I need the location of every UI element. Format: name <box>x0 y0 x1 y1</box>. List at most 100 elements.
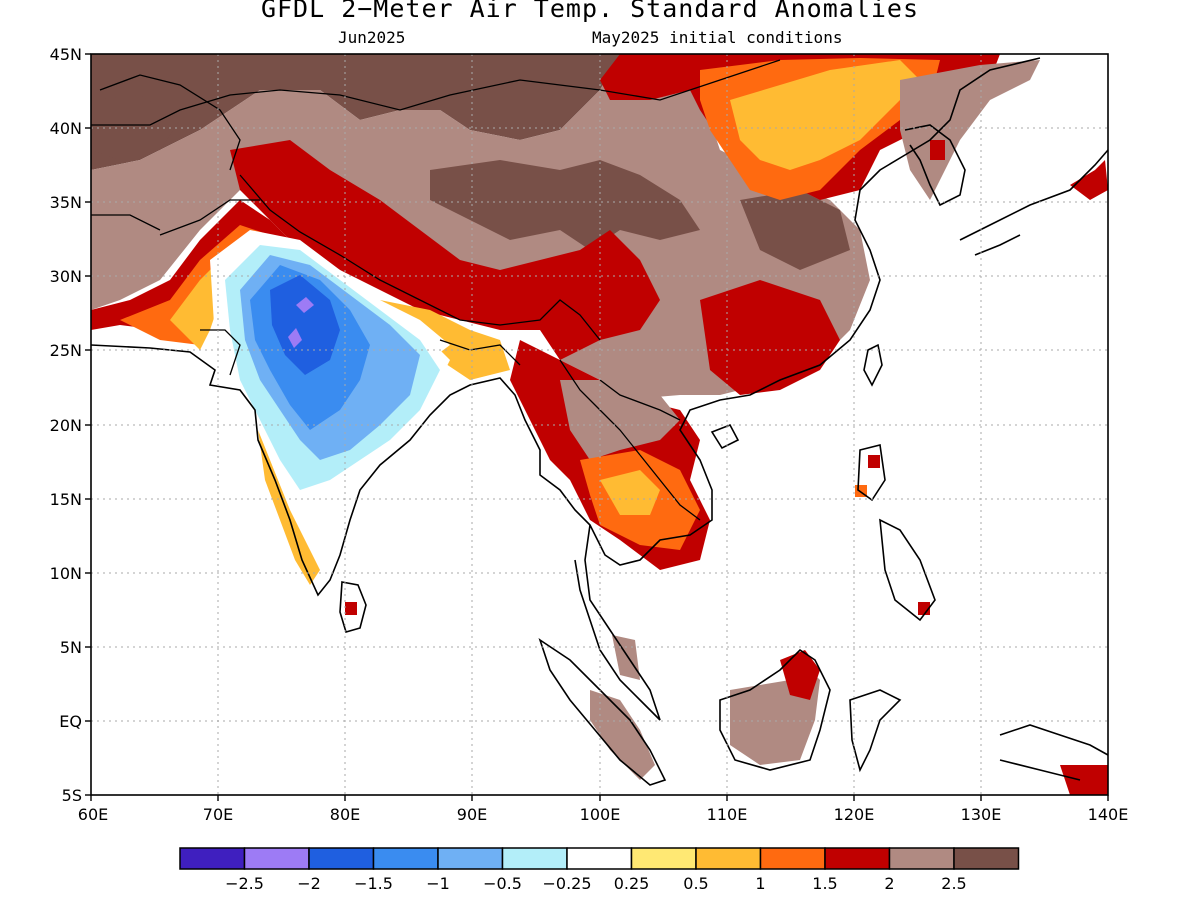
latitude-labels: 45N 40N 35N 30N 25N 20N 15N 10N 5N EQ 5S <box>50 45 82 805</box>
lat-label: 40N <box>50 119 82 138</box>
anomaly-patch-light-brown-malaya <box>612 635 640 680</box>
colorbar-swatch <box>695 847 762 870</box>
anomaly-patch-light-brown-korea <box>900 60 1040 200</box>
colorbar-label: −1.5 <box>354 874 393 893</box>
colorbar-label: −2.5 <box>225 874 264 893</box>
coastline-hainan <box>710 423 740 450</box>
forecast-month: Jun2025 <box>338 28 406 47</box>
anomaly-region-dark-blue-india <box>270 275 340 375</box>
lat-label: 15N <box>50 490 82 509</box>
anomaly-region-yellow-orange-north <box>730 60 920 170</box>
border-line <box>159 199 260 236</box>
graticule <box>91 54 1108 795</box>
border-line <box>559 359 641 456</box>
coastline-sri-lanka <box>339 581 367 633</box>
colorbar-swatch <box>630 847 697 870</box>
anomaly-patch-dark-red-korea <box>930 140 945 160</box>
anomaly-patch-dark-red-japan <box>1070 160 1108 200</box>
border-line <box>99 74 241 171</box>
colorbar-swatch <box>243 847 310 870</box>
lon-label: 80E <box>330 805 360 824</box>
lon-label: 140E <box>1088 805 1129 824</box>
chart-title: GFDL 2−Meter Air Temp. Standard Anomalie… <box>260 0 920 23</box>
colorbar-swatch <box>179 847 246 870</box>
colorbar-swatch <box>308 847 375 870</box>
lon-label: 70E <box>203 805 233 824</box>
lon-label: 90E <box>457 805 487 824</box>
coastline-philippines <box>857 444 936 622</box>
colorbar-label: 1 <box>755 874 765 893</box>
colorbar-label: −1 <box>426 874 450 893</box>
colorbar-swatch <box>824 847 891 870</box>
anomaly-region-purple-india <box>288 328 302 348</box>
colorbar-label: 1.5 <box>812 874 837 893</box>
coastlines <box>91 57 1109 786</box>
anomaly-patch-light-brown-sumatra <box>590 690 655 780</box>
colorbar-swatch <box>888 847 955 870</box>
anomaly-region-light-brown-central-asia <box>91 54 870 400</box>
border-line <box>599 379 681 421</box>
lat-label: EQ <box>59 712 82 731</box>
initial-conditions: May2025 initial conditions <box>592 28 843 47</box>
anomaly-region-dark-red-south-china <box>700 280 840 395</box>
colorbar-swatch <box>437 847 504 870</box>
anomaly-region-dark-red-tibet <box>230 140 660 360</box>
borders <box>91 59 781 521</box>
lat-label: 10N <box>50 564 82 583</box>
border-line <box>439 339 521 366</box>
colorbar-swatch <box>566 847 633 870</box>
coastline-korea <box>904 124 966 207</box>
anomaly-patch-dark-red-philippines <box>868 455 880 468</box>
anomaly-patch-dark-brown <box>430 160 700 250</box>
colorbar-label: 0.25 <box>614 874 650 893</box>
lon-label: 60E <box>78 805 108 824</box>
coastline-new-guinea <box>999 724 1109 781</box>
colorbar-label: −0.25 <box>542 874 591 893</box>
longitude-labels: 60E 70E 80E 90E 100E 110E 120E 130E 140E <box>78 805 1129 824</box>
lat-label: 20N <box>50 416 82 435</box>
anomaly-patch-dark-brown <box>740 190 850 270</box>
border-line <box>200 329 241 376</box>
anomaly-patch-dark-red-sri-lanka <box>345 602 357 615</box>
lon-label: 100E <box>580 805 621 824</box>
anomaly-field <box>91 54 1108 795</box>
lon-label: 120E <box>834 805 875 824</box>
coastline-japan <box>959 149 1109 256</box>
lon-label: 130E <box>961 805 1002 824</box>
colorbar-label: 2.5 <box>941 874 966 893</box>
border-line <box>639 454 701 521</box>
coastline-borneo <box>719 648 831 771</box>
coastline-malay-peninsula <box>574 524 661 721</box>
ticks <box>85 53 1109 801</box>
lat-label: 5S <box>62 786 82 805</box>
colorbar-label: −2 <box>297 874 321 893</box>
colorbar: −2.5 −2 −1.5 −1 −0.5 −0.25 0.25 0.5 1 1.5 2 2.5 <box>179 847 1020 893</box>
anomaly-region-yellow-orange-indochina <box>600 470 660 515</box>
colorbar-label: 0.5 <box>683 874 708 893</box>
colorbar-label: 2 <box>884 874 894 893</box>
colorbar-swatch <box>759 847 826 870</box>
lat-label: 35N <box>50 193 82 212</box>
lat-label: 5N <box>60 638 82 657</box>
anomaly-patch-dark-brown <box>91 95 180 160</box>
colorbar-swatch <box>953 847 1020 870</box>
coastline-sumatra <box>538 638 667 786</box>
border-line <box>91 214 161 231</box>
coastline-south-asia <box>91 57 1041 597</box>
colorbar-swatch <box>501 847 568 870</box>
border-line <box>91 59 781 126</box>
colorbar-label: −0.5 <box>483 874 522 893</box>
anomaly-region-dark-brown <box>91 54 620 170</box>
anomaly-region-yellow-orange-sw-india <box>258 430 320 585</box>
anomaly-patch-dark-red-borneo <box>780 650 820 700</box>
lat-label: 25N <box>50 341 82 360</box>
lon-label: 110E <box>707 805 748 824</box>
coastline-sulawesi <box>849 689 902 773</box>
colorbar-swatch <box>372 847 439 870</box>
coastline-taiwan <box>863 343 883 387</box>
border-line <box>239 174 601 341</box>
anomaly-region-purple-india <box>296 297 314 313</box>
lat-label: 30N <box>50 267 82 286</box>
anomaly-patch-dark-red-papua <box>1060 765 1108 795</box>
